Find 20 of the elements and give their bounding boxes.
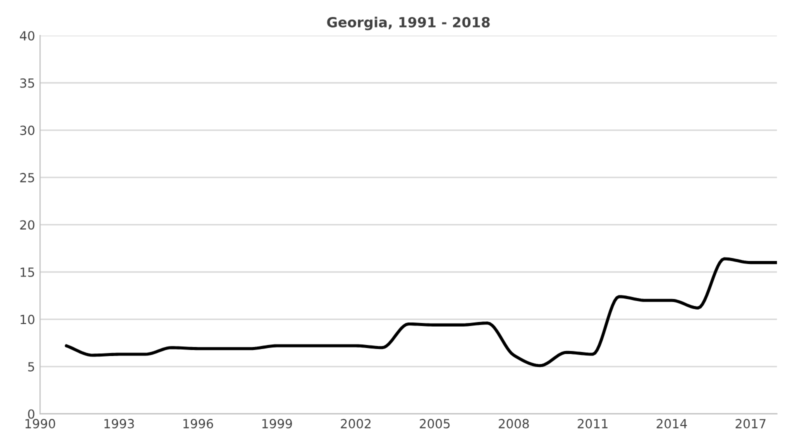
x-tick-label: 1999 [262, 418, 292, 428]
chart-title: Georgia, 1991 - 2018 [327, 16, 490, 30]
x-tick-label: 1996 [183, 418, 214, 428]
y-tick-label: 0 [28, 409, 34, 419]
x-tick-label: 1993 [104, 418, 134, 428]
x-tick-label: 2005 [420, 418, 450, 428]
x-tick-label: 1990 [26, 418, 56, 428]
x-tick-label: 2014 [656, 418, 687, 428]
y-tick-label: 40 [20, 31, 34, 41]
x-tick-label: 2017 [736, 418, 766, 428]
y-tick-label: 35 [20, 78, 34, 88]
y-tick-label: 10 [20, 314, 34, 324]
x-tick-label: 2011 [578, 418, 608, 428]
y-tick-label: 15 [20, 268, 34, 277]
y-tick-label: 25 [20, 172, 34, 182]
x-tick-label: 2008 [498, 418, 529, 428]
y-tick-label: 30 [20, 126, 34, 136]
x-tick-label: 2002 [340, 418, 371, 428]
y-tick-label: 5 [28, 362, 34, 372]
y-tick-label: 20 [20, 220, 34, 230]
